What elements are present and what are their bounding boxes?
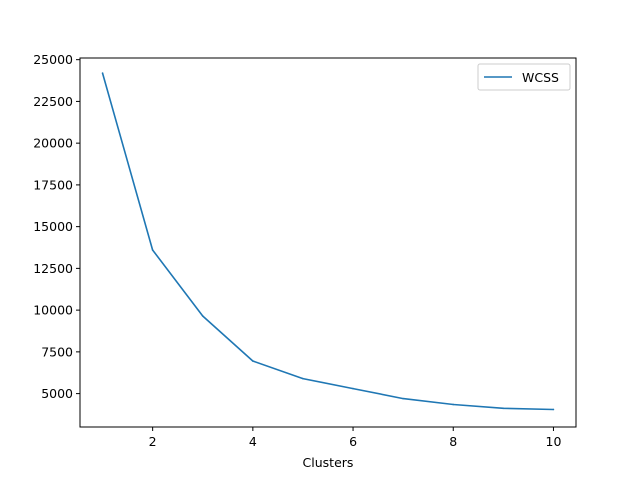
data-point-wcss bbox=[452, 403, 455, 406]
axes-frame bbox=[79, 57, 577, 428]
data-point-wcss bbox=[302, 377, 304, 380]
y-tick-label: 7500 bbox=[41, 344, 73, 359]
y-tick-label: 25000 bbox=[33, 52, 73, 67]
x-axis-title: Clusters bbox=[303, 455, 354, 470]
data-point-wcss bbox=[402, 397, 404, 400]
y-tick-label: 5000 bbox=[41, 386, 73, 401]
data-point-wcss bbox=[352, 387, 354, 390]
y-tick-label: 17500 bbox=[33, 177, 73, 192]
x-tick-label: 10 bbox=[546, 434, 562, 449]
y-tick-label: 22500 bbox=[33, 94, 73, 109]
data-point-wcss bbox=[201, 315, 204, 317]
plot-area bbox=[101, 72, 555, 411]
data-point-wcss bbox=[252, 360, 254, 362]
data-point-wcss bbox=[552, 408, 555, 411]
y-tick-label: 15000 bbox=[33, 219, 73, 234]
x-tick-label: 8 bbox=[449, 434, 457, 449]
x-tick-label: 4 bbox=[249, 434, 257, 449]
y-tick-label: 20000 bbox=[33, 136, 73, 151]
y-axis: 5000 7500 10000 12500 15000 17500 20000 22500 25… bbox=[33, 52, 80, 401]
x-axis: 2 4 6 8 10 bbox=[149, 427, 562, 449]
data-point-wcss bbox=[151, 249, 154, 251]
legend: WCSS bbox=[477, 63, 571, 91]
series-line-wcss bbox=[101, 72, 554, 411]
x-tick-label: 6 bbox=[349, 434, 357, 449]
y-tick-label: 10000 bbox=[33, 303, 73, 318]
legend-frame bbox=[477, 63, 571, 91]
legend-label-wcss: WCSS bbox=[522, 70, 559, 85]
x-tick-label: 2 bbox=[149, 434, 157, 449]
y-tick-label: 12500 bbox=[33, 261, 73, 276]
data-point-wcss bbox=[502, 407, 505, 410]
data-point-wcss bbox=[101, 72, 104, 74]
